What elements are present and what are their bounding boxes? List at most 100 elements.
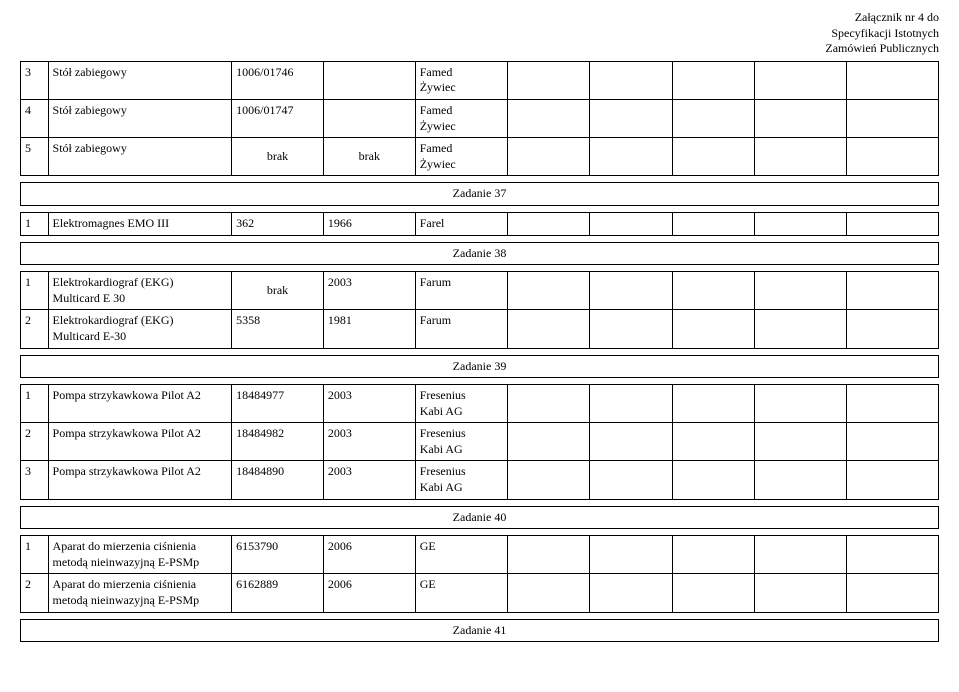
cell-name: Stół zabiegowy: [48, 99, 232, 137]
cell-name: Aparat do mierzenia ciśnienia metodą nie…: [48, 574, 232, 612]
cell-empty: [507, 536, 590, 574]
cell-c3: 1006/01746: [232, 61, 324, 99]
cell-c5: Fresenius Kabi AG: [415, 385, 507, 423]
cell-empty: [847, 536, 939, 574]
cell-empty: [672, 574, 755, 612]
cell-empty: [847, 574, 939, 612]
task-39-header: Zadanie 39: [20, 355, 939, 379]
cell-c4: [323, 61, 415, 99]
cell-empty: [590, 574, 673, 612]
cell-empty: [590, 272, 673, 310]
task-label: Zadanie 37: [21, 183, 939, 206]
cell-c3: brak: [232, 138, 324, 176]
cell-no: 3: [21, 461, 49, 499]
cell-empty: [755, 536, 847, 574]
task-label: Zadanie 41: [21, 619, 939, 642]
task-label: Zadanie 38: [21, 242, 939, 265]
task-label: Zadanie 40: [21, 506, 939, 529]
task-41-header: Zadanie 41: [20, 619, 939, 643]
cell-empty: [755, 212, 847, 235]
cell-empty: [847, 61, 939, 99]
cell-empty: [590, 212, 673, 235]
cell-empty: [507, 272, 590, 310]
table-group3: 1 Elektrokardiograf (EKG) Multicard E 30…: [20, 271, 939, 348]
cell-c3: 18484890: [232, 461, 324, 499]
cell-c4: 1981: [323, 310, 415, 348]
cell-c4: [323, 99, 415, 137]
cell-empty: [590, 61, 673, 99]
cell-c3: 6153790: [232, 536, 324, 574]
table-row: 1 Elektrokardiograf (EKG) Multicard E 30…: [21, 272, 939, 310]
cell-c4: 2006: [323, 536, 415, 574]
cell-empty: [672, 138, 755, 176]
table-group1: 3 Stół zabiegowy 1006/01746 Famed Żywiec…: [20, 61, 939, 177]
cell-empty: [590, 99, 673, 137]
cell-empty: [755, 99, 847, 137]
cell-empty: [507, 61, 590, 99]
cell-empty: [590, 138, 673, 176]
cell-empty: [847, 272, 939, 310]
cell-empty: [755, 138, 847, 176]
cell-name: Aparat do mierzenia ciśnienia metodą nie…: [48, 536, 232, 574]
cell-name: Pompa strzykawkowa Pilot A2: [48, 423, 232, 461]
cell-c5: Farum: [415, 310, 507, 348]
cell-empty: [672, 99, 755, 137]
table-row: 2 Aparat do mierzenia ciśnienia metodą n…: [21, 574, 939, 612]
table-row: 3 Pompa strzykawkowa Pilot A2 18484890 2…: [21, 461, 939, 499]
cell-empty: [847, 461, 939, 499]
cell-empty: [755, 423, 847, 461]
cell-empty: [672, 310, 755, 348]
cell-c3: 1006/01747: [232, 99, 324, 137]
task-37-header: Zadanie 37: [20, 182, 939, 206]
cell-c5: Fresenius Kabi AG: [415, 461, 507, 499]
cell-c5: Famed Żywiec: [415, 138, 507, 176]
cell-no: 2: [21, 574, 49, 612]
cell-c3: 18484982: [232, 423, 324, 461]
cell-c4: brak: [323, 138, 415, 176]
cell-empty: [847, 99, 939, 137]
cell-c3: 18484977: [232, 385, 324, 423]
table-row: 1 Aparat do mierzenia ciśnienia metodą n…: [21, 536, 939, 574]
cell-empty: [847, 212, 939, 235]
cell-no: 5: [21, 138, 49, 176]
cell-empty: [590, 385, 673, 423]
cell-c4: 2003: [323, 423, 415, 461]
task-label: Zadanie 39: [21, 355, 939, 378]
cell-c5: GE: [415, 536, 507, 574]
cell-empty: [507, 99, 590, 137]
cell-empty: [507, 212, 590, 235]
cell-name: Elektromagnes EMO III: [48, 212, 232, 235]
cell-empty: [672, 272, 755, 310]
cell-c5: Farum: [415, 272, 507, 310]
cell-c4: 2003: [323, 272, 415, 310]
cell-empty: [672, 423, 755, 461]
cell-no: 2: [21, 310, 49, 348]
cell-name: Pompa strzykawkowa Pilot A2: [48, 385, 232, 423]
table-group2: 1 Elektromagnes EMO III 362 1966 Farel: [20, 212, 939, 236]
cell-no: 4: [21, 99, 49, 137]
cell-empty: [507, 423, 590, 461]
cell-c5: Farel: [415, 212, 507, 235]
cell-no: 2: [21, 423, 49, 461]
cell-no: 1: [21, 212, 49, 235]
attachment-header: Załącznik nr 4 do Specyfikacji Istotnych…: [20, 10, 939, 57]
cell-empty: [672, 212, 755, 235]
cell-empty: [847, 423, 939, 461]
cell-empty: [755, 61, 847, 99]
cell-c5: Famed Żywiec: [415, 61, 507, 99]
table-row: 4 Stół zabiegowy 1006/01747 Famed Żywiec: [21, 99, 939, 137]
cell-name: Pompa strzykawkowa Pilot A2: [48, 461, 232, 499]
cell-no: 1: [21, 385, 49, 423]
header-line3: Zamówień Publicznych: [825, 41, 939, 55]
cell-empty: [590, 461, 673, 499]
cell-no: 3: [21, 61, 49, 99]
cell-empty: [590, 423, 673, 461]
cell-empty: [672, 536, 755, 574]
table-row: 2 Elektrokardiograf (EKG) Multicard E-30…: [21, 310, 939, 348]
cell-empty: [847, 310, 939, 348]
cell-c3: 5358: [232, 310, 324, 348]
cell-c3: 362: [232, 212, 324, 235]
cell-no: 1: [21, 272, 49, 310]
cell-empty: [507, 138, 590, 176]
cell-name: Elektrokardiograf (EKG) Multicard E-30: [48, 310, 232, 348]
